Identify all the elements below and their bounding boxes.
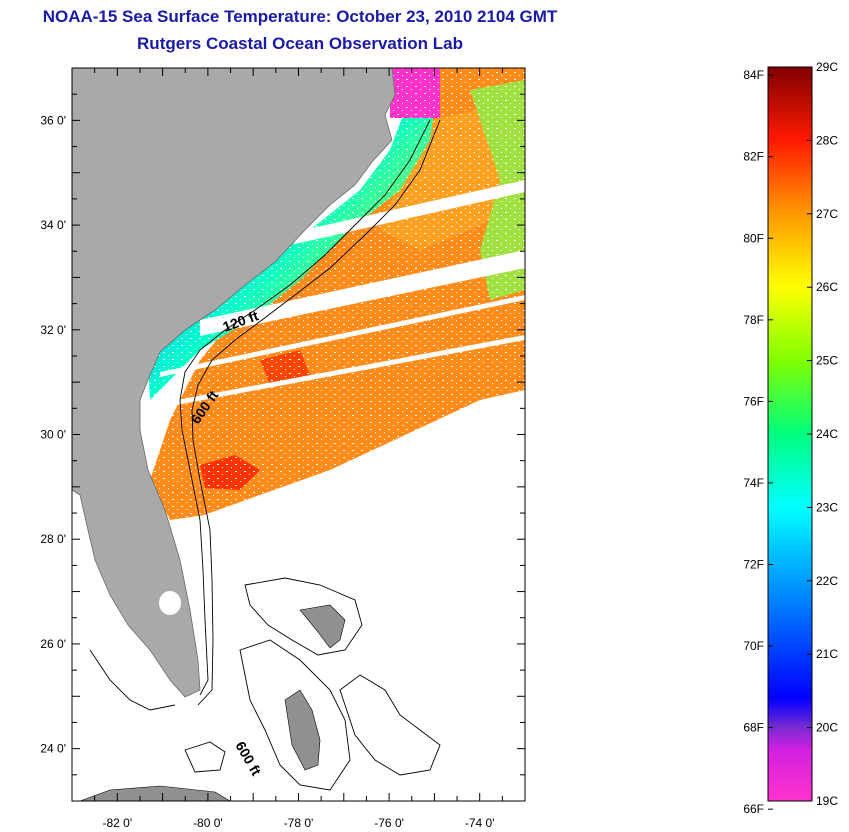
- map-subtitle: Rutgers Coastal Ocean Observation Lab: [137, 34, 463, 53]
- bathymetry-contours: [89, 119, 441, 791]
- colorbar: 84F 82F 80F 78F 76F 74F 72F 70F 68F 66F 29C 28C 27C…: [743, 60, 838, 816]
- colorbar-f-label: 78F: [743, 313, 764, 327]
- land-us-mainland: [72, 68, 396, 698]
- colorbar-c-label: 20C: [816, 721, 838, 735]
- land-bahamas-north: [299, 604, 346, 649]
- colorbar-c-label: 26C: [816, 280, 838, 294]
- contour-600ft: [191, 119, 441, 706]
- colorbar-f-label: 66F: [743, 802, 764, 816]
- lat-tick-label: 36 0': [40, 113, 66, 127]
- colorbar-c-label: 24C: [816, 427, 838, 441]
- colorbar-c-label: 23C: [816, 500, 838, 514]
- map-title: NOAA-15 Sea Surface Temperature: October…: [42, 7, 558, 26]
- lat-tick-label: 28 0': [40, 532, 66, 546]
- contour-120ft: [179, 119, 431, 696]
- lake-okeechobee: [159, 591, 181, 615]
- colorbar-f-label: 72F: [743, 557, 764, 571]
- lon-tick-label: -74 0': [465, 816, 495, 830]
- land: [72, 68, 396, 801]
- cloud-streak-4: [150, 335, 525, 410]
- contour-cay-sal: [184, 741, 226, 773]
- map-frame: 120 ft 600 ft 600 ft 36 0'34 0'32 0'30 0…: [40, 67, 526, 830]
- cloud-streak-2: [200, 250, 525, 336]
- colorbar-c-label: 27C: [816, 207, 838, 221]
- lat-tick-label: 30 0': [40, 428, 66, 442]
- colorbar-c-label: 29C: [816, 60, 838, 74]
- colorbar-c-label: 22C: [816, 574, 838, 588]
- lon-tick-label: -82 0': [102, 816, 132, 830]
- cloud-streak-3: [160, 295, 525, 377]
- contour-keys: [89, 649, 176, 711]
- lat-tick-label: 32 0': [40, 323, 66, 337]
- colorbar-c-label: 21C: [816, 647, 838, 661]
- lon-tick-label: -78 0': [284, 816, 314, 830]
- contour-bahamas-bank: [244, 577, 363, 656]
- contour-bahamas-south: [239, 639, 351, 791]
- colorbar-c-label: 25C: [816, 354, 838, 368]
- lon-tick-label: -80 0': [193, 816, 223, 830]
- lat-tick-label: 24 0': [40, 742, 66, 756]
- map-tick-labels: 36 0' 34 0' 32 0' 30 0' 28 0' 26 0' 24 0' -82 0…: [40, 113, 494, 830]
- colorbar-fahrenheit-labels: 84F 82F 80F 78F 76F 74F 72F 70F 68F 66F: [743, 68, 773, 816]
- colorbar-c-label: 19C: [816, 794, 838, 808]
- colorbar-gradient: [767, 66, 813, 802]
- lon-tick-label: -76 0': [374, 816, 404, 830]
- colorbar-f-label: 82F: [743, 150, 764, 164]
- land-bahamas-andros: [284, 689, 321, 771]
- lat-tick-label: 26 0': [40, 637, 66, 651]
- colorbar-f-label: 70F: [743, 639, 764, 653]
- colorbar-c-label: 28C: [816, 133, 838, 147]
- map-ticks: [71, 67, 526, 802]
- colorbar-celsius-labels: 29C 28C 27C 26C 25C 24C 23C 22C 21C 20C 19C: [807, 60, 838, 808]
- colorbar-f-label: 68F: [743, 721, 764, 735]
- colorbar-f-label: 74F: [743, 476, 764, 490]
- lat-tick-label: 34 0': [40, 218, 66, 232]
- colorbar-f-label: 84F: [743, 68, 764, 82]
- no-data-south: [72, 390, 525, 801]
- contour-bahamas-east: [339, 674, 441, 776]
- colorbar-f-label: 76F: [743, 394, 764, 408]
- colorbar-f-label: 80F: [743, 231, 764, 245]
